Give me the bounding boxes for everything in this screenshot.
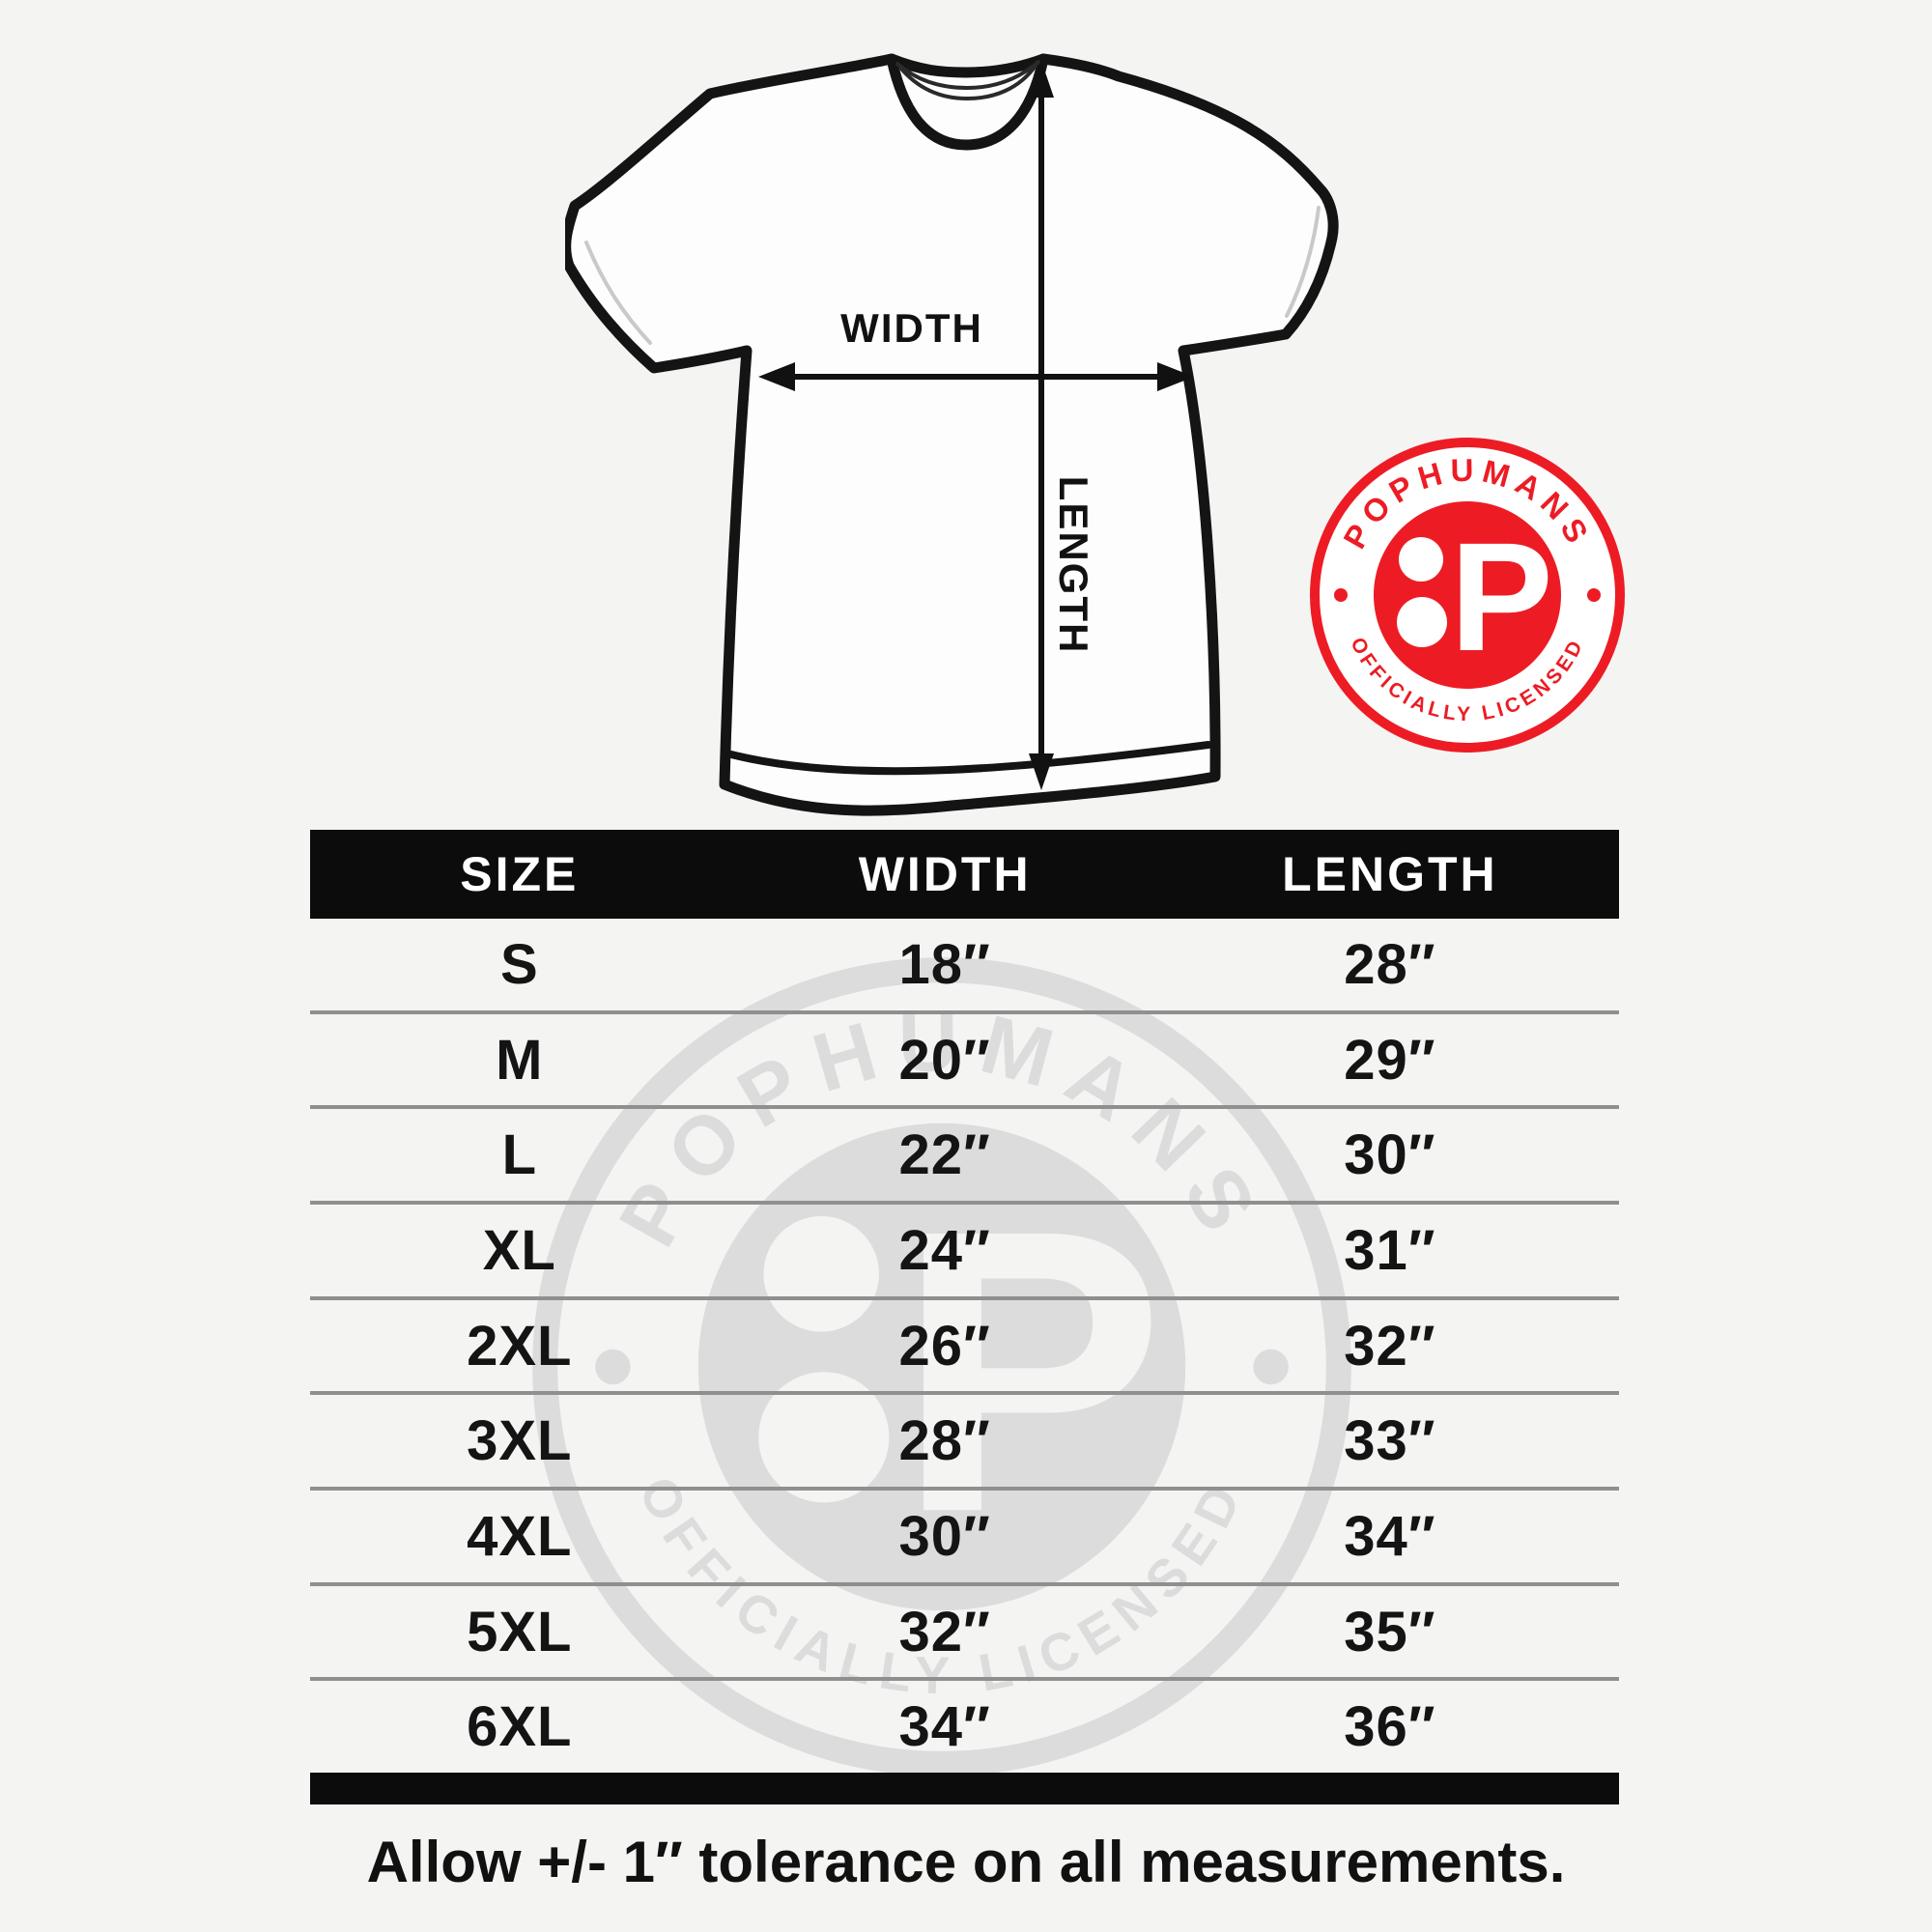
length-arrow-head-top bbox=[1029, 61, 1054, 98]
size-cell: 2XL bbox=[467, 1314, 573, 1378]
length-cell: 35″ bbox=[1344, 1600, 1436, 1663]
size-cell: 5XL bbox=[467, 1600, 573, 1663]
table-bottom-bar bbox=[310, 1773, 1619, 1804]
collar-scoop-line bbox=[886, 53, 1049, 151]
size-cell: S bbox=[499, 932, 539, 996]
collar-rib-line-1 bbox=[895, 60, 1040, 91]
length-cell: 31″ bbox=[1344, 1218, 1436, 1282]
table-row: 2XL 26″ 32″ bbox=[310, 1295, 1619, 1392]
table-header-row: SIZE WIDTH LENGTH bbox=[310, 830, 1619, 919]
column-header-length: LENGTH bbox=[1282, 847, 1498, 901]
width-cell: 20″ bbox=[898, 1028, 991, 1092]
width-cell: 26″ bbox=[898, 1314, 991, 1378]
table-row: M 20″ 29″ bbox=[310, 1009, 1619, 1106]
length-arrow-head-bottom bbox=[1029, 753, 1054, 790]
column-header-size: SIZE bbox=[460, 847, 580, 901]
left-cuff-accent-line bbox=[584, 241, 652, 345]
hem-stitch-line bbox=[727, 741, 1212, 776]
table-row: XL 24″ 31″ bbox=[310, 1201, 1619, 1296]
table-row: 4XL 30″ 34″ bbox=[310, 1487, 1619, 1582]
table-row: 5XL 32″ 35″ bbox=[310, 1581, 1619, 1678]
size-chart-table: SIZE WIDTH LENGTH S 18″ 28″ M 20″ 29″ L … bbox=[310, 830, 1619, 1804]
watermark-logo-colon-top bbox=[763, 1216, 879, 1332]
width-cell: 32″ bbox=[898, 1600, 991, 1663]
table-row: 6XL 34″ 36″ bbox=[310, 1677, 1619, 1773]
pophumans-badge: POPHUMANS OFFICIALLY LICENSED P bbox=[1310, 438, 1625, 753]
watermark-logo-letter: P bbox=[896, 1147, 1164, 1596]
watermark-right-dot bbox=[1253, 1349, 1289, 1385]
watermark-logo-colon-bottom bbox=[758, 1372, 890, 1503]
tshirt-measurement-diagram: WIDTH LENGTH bbox=[565, 53, 1339, 816]
width-cell: 30″ bbox=[898, 1504, 991, 1568]
width-cell: 22″ bbox=[898, 1123, 991, 1187]
width-cell: 18″ bbox=[898, 932, 991, 996]
length-cell: 33″ bbox=[1344, 1409, 1436, 1473]
right-cuff-accent-line bbox=[1285, 206, 1321, 318]
size-cell: XL bbox=[482, 1218, 556, 1282]
width-arrow-head-right bbox=[1157, 362, 1194, 391]
length-cell: 36″ bbox=[1344, 1695, 1436, 1759]
watermark-left-dot bbox=[595, 1349, 631, 1385]
size-cell: L bbox=[501, 1123, 538, 1187]
size-cell: 4XL bbox=[467, 1504, 573, 1568]
size-cell: 3XL bbox=[467, 1409, 573, 1473]
width-cell: 24″ bbox=[898, 1218, 991, 1282]
width-arrow-head-left bbox=[758, 362, 795, 391]
width-arrow-label: WIDTH bbox=[840, 305, 983, 351]
table-row: L 22″ 30″ bbox=[310, 1105, 1619, 1201]
badge-left-dot bbox=[1334, 588, 1348, 602]
length-cell: 32″ bbox=[1344, 1314, 1436, 1378]
badge-logo-colon-bottom bbox=[1397, 597, 1447, 647]
badge-logo-letter: P bbox=[1450, 510, 1553, 683]
column-header-width: WIDTH bbox=[858, 847, 1032, 901]
badge-right-dot bbox=[1587, 588, 1601, 602]
length-cell: 34″ bbox=[1344, 1504, 1436, 1568]
tshirt-outline bbox=[565, 53, 1339, 816]
collar-rib-line-2 bbox=[898, 64, 1037, 101]
table-row: S 18″ 28″ bbox=[310, 919, 1619, 1010]
badge-logo-colon-top bbox=[1399, 537, 1443, 582]
size-cell: 6XL bbox=[467, 1695, 573, 1759]
table-body: S 18″ 28″ M 20″ 29″ L 22″ 30″ XL 24″ 31″… bbox=[310, 919, 1619, 1773]
width-cell: 34″ bbox=[898, 1695, 991, 1759]
table-row: 3XL 28″ 33″ bbox=[310, 1391, 1619, 1487]
tolerance-note: Allow +/- 1″ tolerance on all measuremen… bbox=[366, 1830, 1566, 1894]
length-cell: 30″ bbox=[1344, 1123, 1436, 1187]
size-cell: M bbox=[496, 1028, 544, 1092]
length-arrow-label: LENGTH bbox=[1051, 476, 1096, 655]
length-cell: 28″ bbox=[1344, 932, 1436, 996]
length-cell: 29″ bbox=[1344, 1028, 1436, 1092]
width-cell: 28″ bbox=[898, 1409, 991, 1473]
